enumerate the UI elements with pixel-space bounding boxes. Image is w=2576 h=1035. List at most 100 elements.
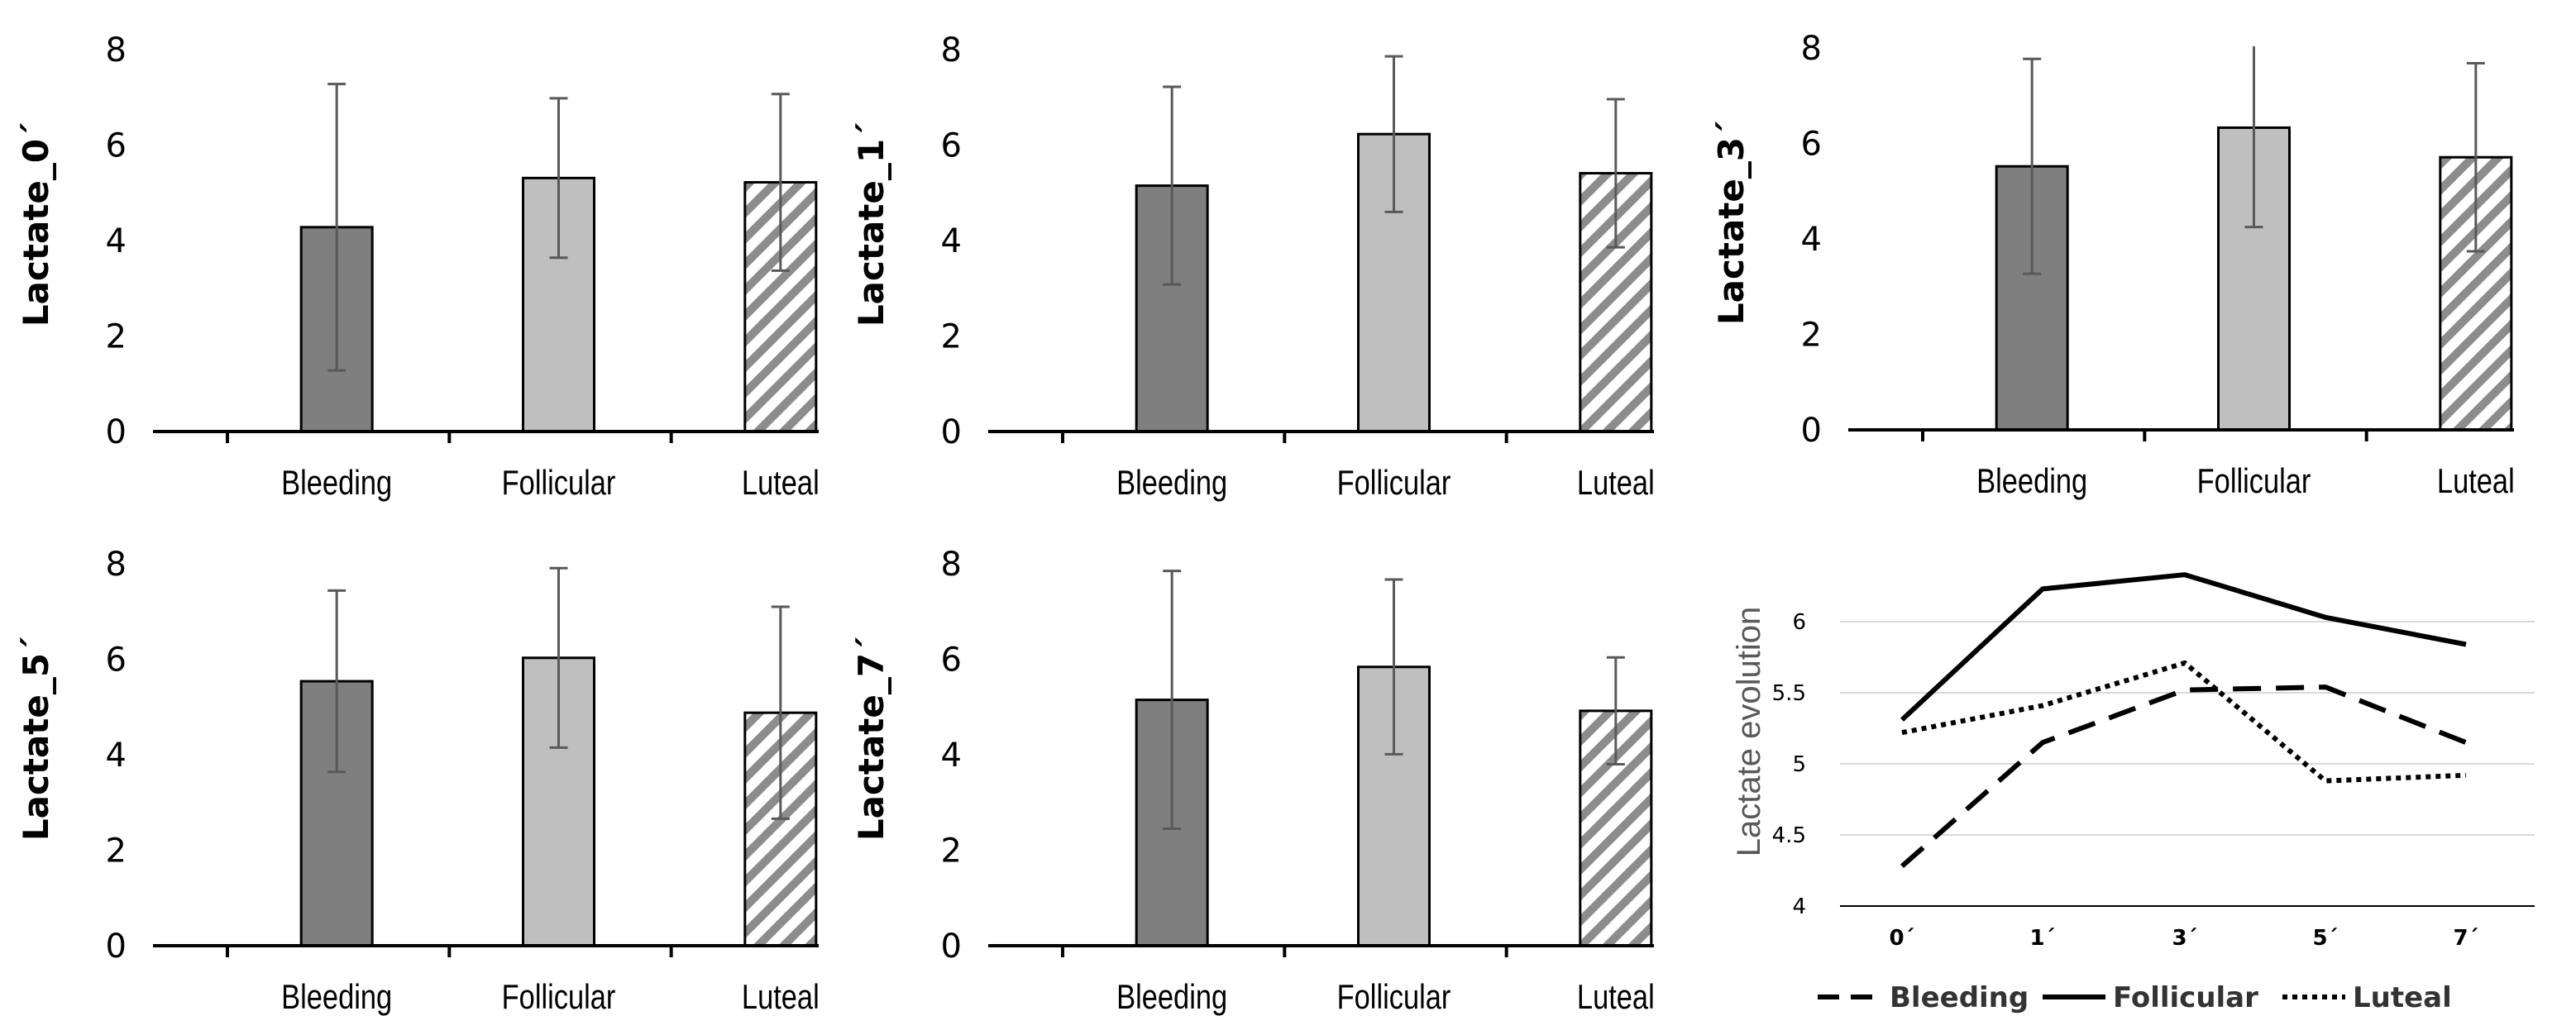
- y-tick-label: 2: [106, 318, 127, 356]
- data-point-follicular: [2182, 572, 2187, 577]
- y-tick-label: 2: [941, 318, 962, 356]
- data-point-bleeding: [1900, 864, 1905, 869]
- x-tick-label-follicular: Follicular: [1337, 978, 1451, 1017]
- data-point-bleeding: [2323, 684, 2328, 689]
- x-tick-label: 1´: [2029, 926, 2055, 951]
- y-tick-label: 4: [106, 222, 127, 260]
- data-point-bleeding: [2040, 740, 2045, 745]
- y-tick-label: 0: [106, 413, 127, 451]
- error-bar-follicular: [1384, 55, 1403, 213]
- chart-lactate-evolution: 4 4.5 5 5.5 6 Lactate evolution 0´ 1´ 3´ 5´ 7´ Blee…: [1731, 572, 2535, 1014]
- x-tick-label-bleeding: Bleeding: [1116, 464, 1227, 503]
- error-bar-follicular: [2244, 46, 2263, 229]
- y-tick-label: 8: [1801, 30, 1822, 68]
- x-tick-label-follicular: Follicular: [2197, 462, 2311, 501]
- y-axis-label: Lactate_0´: [16, 122, 56, 327]
- error-bar-bleeding: [2023, 57, 2042, 275]
- error-bar-bleeding: [1163, 85, 1182, 286]
- data-point-bleeding: [2464, 740, 2468, 745]
- legend-label-follicular: Follicular: [2113, 981, 2258, 1014]
- x-tick-label-luteal: Luteal: [742, 978, 820, 1017]
- data-point-follicular: [1900, 718, 1905, 723]
- chart-lactate-0: Lactate_0´ 0 2 4 6 8 Bleeding Follicular Luteal: [16, 31, 820, 503]
- data-point-follicular: [2464, 642, 2468, 647]
- data-point-luteal: [2040, 703, 2045, 708]
- legend-label-luteal: Luteal: [2353, 981, 2452, 1014]
- y-tick-label: 4: [941, 737, 962, 775]
- y-tick-label: 8: [941, 31, 962, 69]
- y-tick-label: 4: [1792, 894, 1806, 919]
- y-tick-label: 2: [941, 832, 962, 870]
- y-tick-label: 5: [1792, 752, 1806, 777]
- data-point-luteal: [2464, 773, 2468, 778]
- error-bar-luteal: [771, 93, 790, 272]
- y-tick-label: 4.5: [1772, 823, 1806, 848]
- y-tick-label: 6: [106, 127, 127, 165]
- y-tick-label: 4: [1801, 221, 1822, 259]
- x-tick-label: 0´: [1889, 926, 1914, 951]
- y-tick-label: 4: [941, 222, 962, 260]
- series-line-bleeding: [1900, 684, 2468, 869]
- error-bar-luteal: [2466, 61, 2485, 253]
- error-bar-luteal: [1606, 656, 1625, 766]
- x-tick-label-bleeding: Bleeding: [281, 464, 392, 503]
- y-tick-label: 5.5: [1772, 681, 1806, 706]
- y-tick-label: 6: [941, 642, 962, 680]
- x-tick-label-follicular: Follicular: [502, 978, 616, 1017]
- series-line-luteal: [1901, 660, 2467, 784]
- y-axis-label: Lactate_1´: [851, 122, 891, 327]
- error-bar-bleeding: [1163, 570, 1182, 831]
- y-axis-label: Lactate_5´: [16, 636, 56, 841]
- x-tick-label-follicular: Follicular: [1337, 464, 1451, 503]
- data-point-luteal: [2182, 661, 2187, 665]
- y-tick-label: 8: [106, 31, 127, 69]
- x-tick-label: 3´: [2172, 926, 2197, 951]
- x-tick-label-luteal: Luteal: [742, 464, 820, 503]
- x-tick-label-follicular: Follicular: [502, 464, 616, 503]
- error-bar-follicular: [549, 566, 568, 749]
- y-axis-label: Lactate_7´: [851, 636, 891, 841]
- y-tick-label: 0: [941, 928, 962, 966]
- y-tick-label: 8: [106, 546, 127, 584]
- error-bar-follicular: [1384, 578, 1403, 756]
- y-tick-label: 0: [1801, 412, 1822, 450]
- y-tick-label: 2: [1801, 317, 1822, 355]
- x-tick-label: 5´: [2312, 926, 2338, 951]
- y-tick-label: 2: [106, 832, 127, 870]
- y-tick-label: 6: [1801, 126, 1822, 164]
- x-tick-label-bleeding: Bleeding: [1976, 462, 2087, 501]
- error-bar-luteal: [1606, 98, 1625, 249]
- legend: Bleeding Follicular Luteal: [1818, 981, 2452, 1014]
- data-point-luteal: [1900, 730, 1905, 735]
- chart-lactate-1: Lactate_1´ 0 2 4 6 8 Bleeding Follicular Luteal: [851, 31, 1655, 503]
- y-axis-label: Lactate_3´: [1711, 120, 1752, 325]
- error-bar-bleeding: [327, 589, 346, 774]
- error-bar-luteal: [771, 605, 790, 820]
- bar-follicular: [522, 656, 595, 947]
- data-point-luteal: [2323, 779, 2328, 784]
- x-tick-label-luteal: Luteal: [1577, 978, 1655, 1017]
- y-tick-label: 6: [1792, 610, 1806, 635]
- y-axis-label: Lactate evolution: [1731, 607, 1767, 856]
- x-tick-label: 7´: [2453, 926, 2478, 951]
- y-tick-label: 4: [106, 737, 127, 775]
- chart-lactate-7: Lactate_7´ 0 2 4 6 8 Bleeding Follicular Luteal: [851, 546, 1655, 1017]
- series-line-follicular: [1900, 572, 2467, 722]
- data-point-follicular: [2040, 586, 2045, 591]
- chart-lactate-3: Lactate_3´ 0 2 4 6 8 Bleeding Follicular Luteal: [1711, 30, 2515, 501]
- x-tick-label-luteal: Luteal: [2437, 462, 2515, 501]
- chart-lactate-5: Lactate_5´ 0 2 4 6 8 Bleeding Follicular Luteal: [16, 546, 820, 1017]
- x-tick-label-luteal: Luteal: [1577, 464, 1655, 503]
- error-bar-bleeding: [327, 83, 346, 372]
- legend-label-bleeding: Bleeding: [1890, 981, 2029, 1014]
- error-bar-follicular: [549, 97, 568, 260]
- x-tick-label-bleeding: Bleeding: [281, 978, 392, 1017]
- x-tick-label-bleeding: Bleeding: [1116, 978, 1227, 1017]
- y-tick-label: 0: [106, 928, 127, 966]
- data-point-bleeding: [2182, 688, 2187, 693]
- y-tick-label: 8: [941, 546, 962, 584]
- y-tick-label: 6: [106, 642, 127, 680]
- data-point-follicular: [2323, 615, 2328, 620]
- y-tick-label: 6: [941, 127, 962, 165]
